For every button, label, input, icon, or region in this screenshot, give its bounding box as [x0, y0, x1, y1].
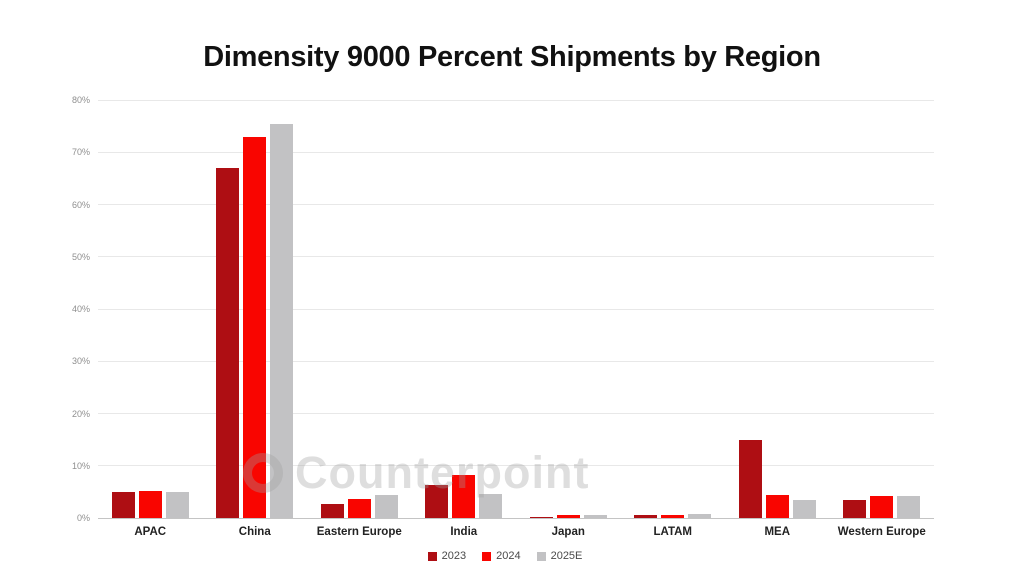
plot-area: 0% 10% 20% 30% 40% 50% 60% 70% 80% APAC China Easte… [72, 95, 935, 538]
gridline [98, 413, 934, 414]
gridline [98, 151, 934, 153]
gridline [98, 308, 934, 310]
bar-group [98, 100, 203, 518]
bar-2024 [347, 498, 371, 518]
bar-group [412, 100, 517, 518]
gridline [98, 360, 934, 362]
gridline [98, 204, 934, 205]
x-category-label: APAC [134, 526, 167, 538]
gridline [98, 256, 934, 258]
y-tick-label: 70% [71, 147, 90, 158]
y-tick-label: 60% [71, 199, 90, 210]
legend-swatch-icon [536, 551, 546, 561]
bar-2023 [320, 504, 344, 518]
bar-2025E [897, 495, 921, 518]
bar-2025E [479, 493, 503, 518]
bar-2025E [270, 123, 294, 518]
y-tick-label: 80% [71, 95, 90, 105]
legend-label: 2023 [441, 550, 467, 562]
y-tick-label: 0% [76, 513, 90, 523]
x-category-label: LATAM [653, 526, 693, 538]
y-tick-label: 40% [71, 304, 90, 314]
bar-2025E [583, 514, 607, 518]
legend-swatch-icon [482, 551, 492, 561]
bar-group [307, 100, 412, 518]
bar-2024 [138, 490, 162, 518]
bar-2025E [165, 491, 189, 518]
legend: 2023 2024 2025E [0, 550, 1010, 562]
bar-2023 [634, 515, 658, 518]
x-category-label: Eastern Europe [316, 526, 402, 538]
y-tick-label: 20% [71, 408, 90, 419]
bar-group [516, 100, 621, 518]
x-axis-line [98, 517, 934, 519]
chart-title: Dimensity 9000 Percent Shipments by Regi… [203, 41, 821, 73]
x-category-label: Japan [551, 526, 585, 538]
bar-2024 [452, 474, 476, 518]
bar-2023 [738, 439, 762, 518]
bar-2024 [243, 136, 267, 518]
y-tick-label: 30% [71, 356, 90, 367]
legend-label: 2025E [550, 550, 583, 562]
legend-label: 2024 [496, 550, 521, 562]
bar-2025E [792, 499, 816, 518]
bar-2025E [688, 513, 712, 518]
x-category-label: China [238, 526, 271, 538]
bar-group [830, 100, 935, 518]
bar-2023 [843, 499, 867, 518]
legend-item: 2023 [427, 550, 467, 562]
bar-2025E [374, 495, 398, 518]
bar-group [203, 100, 308, 518]
bar-2023 [111, 491, 135, 518]
y-tick-label: 10% [71, 460, 90, 471]
legend-item: 2024 [482, 550, 521, 562]
gridline [98, 465, 934, 467]
gridline [98, 99, 934, 101]
x-category-label: MEA [764, 526, 791, 538]
y-tick-label: 50% [71, 251, 90, 262]
bar-group [621, 100, 726, 518]
bar-2024 [765, 494, 789, 518]
bar-group [725, 100, 830, 518]
legend-swatch-icon [427, 551, 437, 561]
x-category-label: Western Europe [837, 526, 926, 538]
bar-2024 [661, 515, 685, 518]
bar-2024 [870, 495, 894, 518]
bar-2023 [216, 167, 240, 518]
x-category-label: India [450, 526, 478, 538]
bar-2023 [425, 485, 449, 518]
legend-item: 2025E [536, 550, 583, 562]
bar-2024 [556, 515, 580, 518]
